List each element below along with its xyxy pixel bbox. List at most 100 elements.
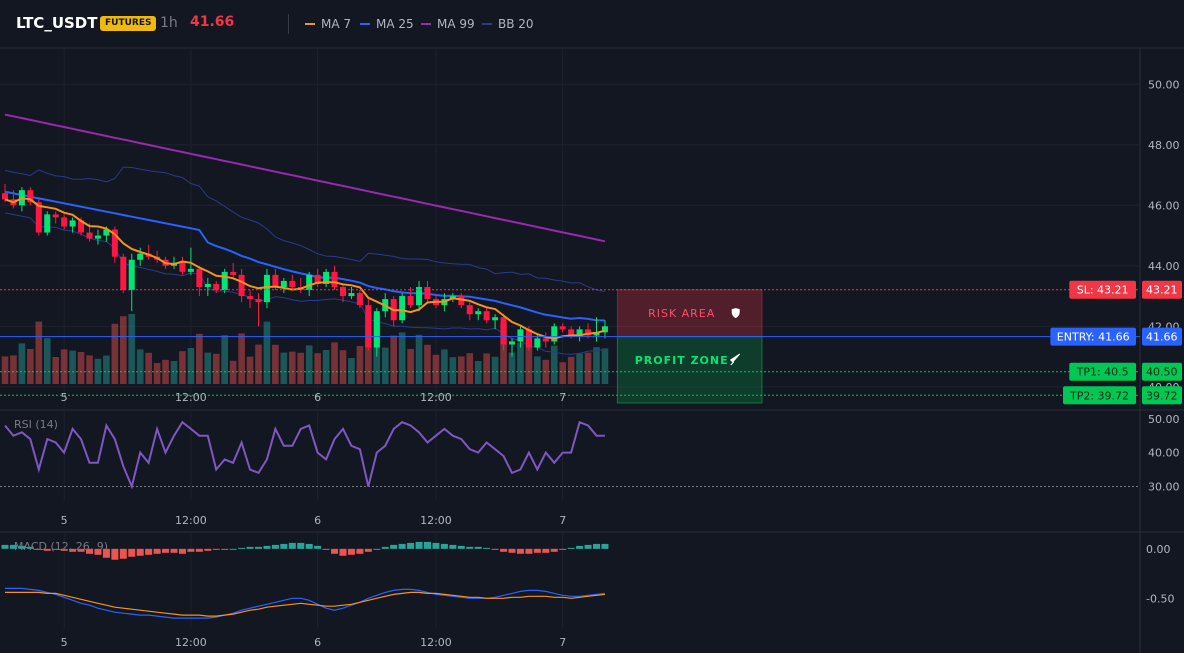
volume-bar bbox=[170, 361, 178, 384]
macd-axis-tick: -0.50 bbox=[1146, 592, 1174, 605]
symbol-name[interactable]: LTC_USDT bbox=[16, 14, 98, 32]
candle-body bbox=[94, 235, 101, 239]
candle-body bbox=[179, 262, 186, 272]
macd-histogram-bar bbox=[145, 548, 153, 555]
macd-histogram-bar bbox=[246, 546, 254, 549]
volume-bar bbox=[229, 360, 237, 384]
macd-axis-tick: 0.00 bbox=[1146, 543, 1171, 556]
macd-histogram-bar bbox=[102, 548, 110, 558]
candle bbox=[289, 274, 296, 291]
candle-body bbox=[238, 274, 245, 297]
candle-body bbox=[458, 296, 465, 306]
candle bbox=[500, 314, 507, 351]
volume-bar bbox=[204, 352, 212, 384]
candle bbox=[145, 244, 152, 260]
macd-histogram-bar bbox=[288, 542, 296, 549]
volume-bar bbox=[398, 332, 406, 384]
volume-bar bbox=[441, 349, 448, 384]
tp2-axis-tag bbox=[1142, 386, 1182, 405]
chart-header: LTC_USDT FUTURES 1h 41.66 MA 7 MA 25 MA … bbox=[0, 0, 1184, 48]
volume-bar bbox=[77, 352, 85, 384]
candle-body bbox=[416, 286, 423, 306]
volume-bar bbox=[52, 357, 59, 384]
macd-line bbox=[5, 587, 605, 619]
candle bbox=[534, 335, 541, 351]
x-tick-label: 12:00 bbox=[420, 514, 452, 527]
bollinger-lower-line bbox=[4, 212, 605, 355]
candle bbox=[263, 268, 270, 309]
macd-histogram-bar bbox=[601, 543, 609, 549]
candle-body bbox=[534, 338, 541, 348]
macd-histogram-bar bbox=[567, 547, 575, 549]
candle-body bbox=[204, 283, 211, 287]
candle bbox=[238, 268, 245, 303]
sl-axis-value: 43.21 bbox=[1146, 284, 1178, 297]
legend-ma25[interactable]: MA 25 bbox=[360, 16, 414, 32]
candle-body bbox=[483, 311, 490, 321]
legend-ma7[interactable]: MA 7 bbox=[305, 16, 351, 32]
sl-level-label: SL: 43.21 bbox=[1077, 284, 1129, 297]
volume-bar bbox=[483, 353, 490, 384]
macd-histogram-bar bbox=[516, 548, 524, 554]
candle-body bbox=[475, 311, 482, 315]
timeframe-label[interactable]: 1h bbox=[160, 15, 178, 31]
legend-ma99[interactable]: MA 99 bbox=[421, 16, 475, 32]
candle-body bbox=[221, 271, 228, 291]
futures-badge: FUTURES bbox=[100, 16, 157, 31]
macd-histogram-bar bbox=[542, 548, 550, 553]
macd-histogram-bar bbox=[136, 548, 144, 556]
volume-bar bbox=[153, 363, 161, 384]
macd-histogram-bar bbox=[356, 548, 364, 554]
candle bbox=[2, 184, 8, 203]
candle-body bbox=[399, 296, 406, 321]
macd-histogram-bar bbox=[449, 544, 457, 549]
candle bbox=[94, 229, 101, 245]
tp1-axis-tag bbox=[1142, 362, 1182, 381]
candle-body bbox=[356, 293, 363, 306]
candle-body bbox=[2, 193, 8, 200]
candle bbox=[348, 286, 355, 300]
candle bbox=[255, 293, 262, 327]
macd-histogram bbox=[1, 541, 609, 560]
volume-bar bbox=[10, 355, 17, 384]
volume-bar bbox=[601, 348, 609, 384]
candle-body bbox=[551, 326, 558, 342]
macd-histogram-bar bbox=[212, 548, 220, 550]
macd-histogram-bar bbox=[60, 548, 68, 551]
shield-icon bbox=[731, 308, 740, 319]
candle-body bbox=[78, 220, 85, 233]
candle bbox=[458, 293, 465, 309]
candle-body bbox=[35, 202, 42, 233]
macd-histogram-bar bbox=[255, 546, 262, 549]
rsi-axis-tick: 40.00 bbox=[1148, 447, 1180, 460]
candle bbox=[373, 308, 380, 357]
macd-histogram-bar bbox=[322, 548, 330, 550]
macd-histogram-bar bbox=[297, 542, 305, 549]
volume-bar bbox=[432, 354, 440, 384]
volume-bar bbox=[415, 334, 423, 384]
ma7-line bbox=[4, 197, 606, 340]
entry-axis-value: 41.66 bbox=[1146, 331, 1178, 344]
candle bbox=[542, 332, 549, 348]
tp2-level-tag bbox=[1063, 386, 1136, 405]
ma99-swatch-icon bbox=[421, 23, 431, 25]
macd-histogram-bar bbox=[204, 548, 212, 551]
x-tick-label: 6 bbox=[314, 636, 321, 649]
volume-bar bbox=[221, 335, 228, 384]
x-tick-label: 5 bbox=[61, 514, 68, 527]
candle-body bbox=[230, 271, 237, 275]
profit-zone-label: PROFIT ZONE bbox=[635, 354, 729, 367]
candle bbox=[551, 323, 558, 345]
legend-bb20[interactable]: BB 20 bbox=[482, 16, 534, 32]
macd-histogram-bar bbox=[347, 548, 355, 555]
macd-histogram-bar bbox=[593, 543, 600, 549]
macd-histogram-bar bbox=[1, 544, 9, 549]
candle-body bbox=[196, 268, 203, 287]
candle-body bbox=[263, 274, 270, 303]
candle-body bbox=[365, 305, 372, 348]
volume-bar bbox=[534, 356, 541, 384]
entry-level-tag bbox=[1050, 327, 1136, 346]
macd-histogram-bar bbox=[94, 548, 102, 555]
ma25-swatch-icon bbox=[360, 23, 370, 25]
